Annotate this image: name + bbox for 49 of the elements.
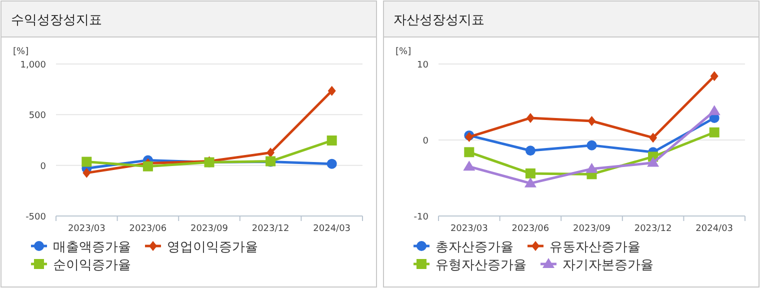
point xyxy=(266,148,275,158)
y-axis-title: [%] xyxy=(13,47,29,57)
y-tick-label: -500 xyxy=(26,212,46,222)
point xyxy=(82,156,92,167)
y-tick-label: 500 xyxy=(28,111,46,122)
x-tick-label: 2023/03 xyxy=(450,224,488,234)
point xyxy=(464,147,474,158)
x-tick-label: 2023/03 xyxy=(68,224,106,234)
point xyxy=(82,168,91,178)
point xyxy=(649,132,658,143)
point xyxy=(709,127,720,138)
point xyxy=(326,158,337,169)
x-tick-label: 2023/12 xyxy=(634,224,672,234)
point xyxy=(588,116,596,126)
y-axis-title: [%] xyxy=(396,47,412,57)
legend-label: 영업이익증가율 xyxy=(167,240,258,255)
x-tick-label: 2024/03 xyxy=(313,224,351,234)
x-tick-label: 2023/12 xyxy=(252,224,290,234)
y-tick-label: 0 xyxy=(40,162,46,172)
legend-label: 순이익증가율 xyxy=(53,258,131,273)
x-tick-label: 2024/03 xyxy=(696,224,734,234)
point xyxy=(586,162,598,173)
chart-title: 자산성장성지표 xyxy=(394,13,484,28)
point xyxy=(586,140,597,150)
y-tick-label: 0 xyxy=(422,136,429,146)
legend-label: 매출액증가율 xyxy=(53,240,131,255)
point xyxy=(525,146,536,156)
x-tick-label: 2023/09 xyxy=(190,224,228,234)
point xyxy=(524,177,536,188)
legend-label: 유동자산증가율 xyxy=(550,240,640,255)
point xyxy=(326,136,337,146)
y-tick-label: 1,000 xyxy=(20,60,46,70)
point xyxy=(526,112,534,123)
point xyxy=(525,168,536,178)
point xyxy=(708,105,720,116)
x-tick-label: 2023/06 xyxy=(512,224,550,234)
y-tick-label: 10 xyxy=(417,60,429,70)
point xyxy=(710,71,718,82)
x-tick-label: 2023/06 xyxy=(129,224,167,234)
point xyxy=(463,160,476,171)
legend-label: 자기자본증가율 xyxy=(562,258,654,273)
legend-label: 총자산증가율 xyxy=(436,240,514,255)
legend-label: 유형자산증가율 xyxy=(436,258,526,273)
point xyxy=(328,86,336,96)
x-tick-label: 2023/09 xyxy=(573,224,611,234)
chart-title: 수익성장성지표 xyxy=(11,13,102,28)
point xyxy=(647,156,660,167)
point xyxy=(142,161,153,172)
y-tick-label: -10 xyxy=(414,212,429,222)
